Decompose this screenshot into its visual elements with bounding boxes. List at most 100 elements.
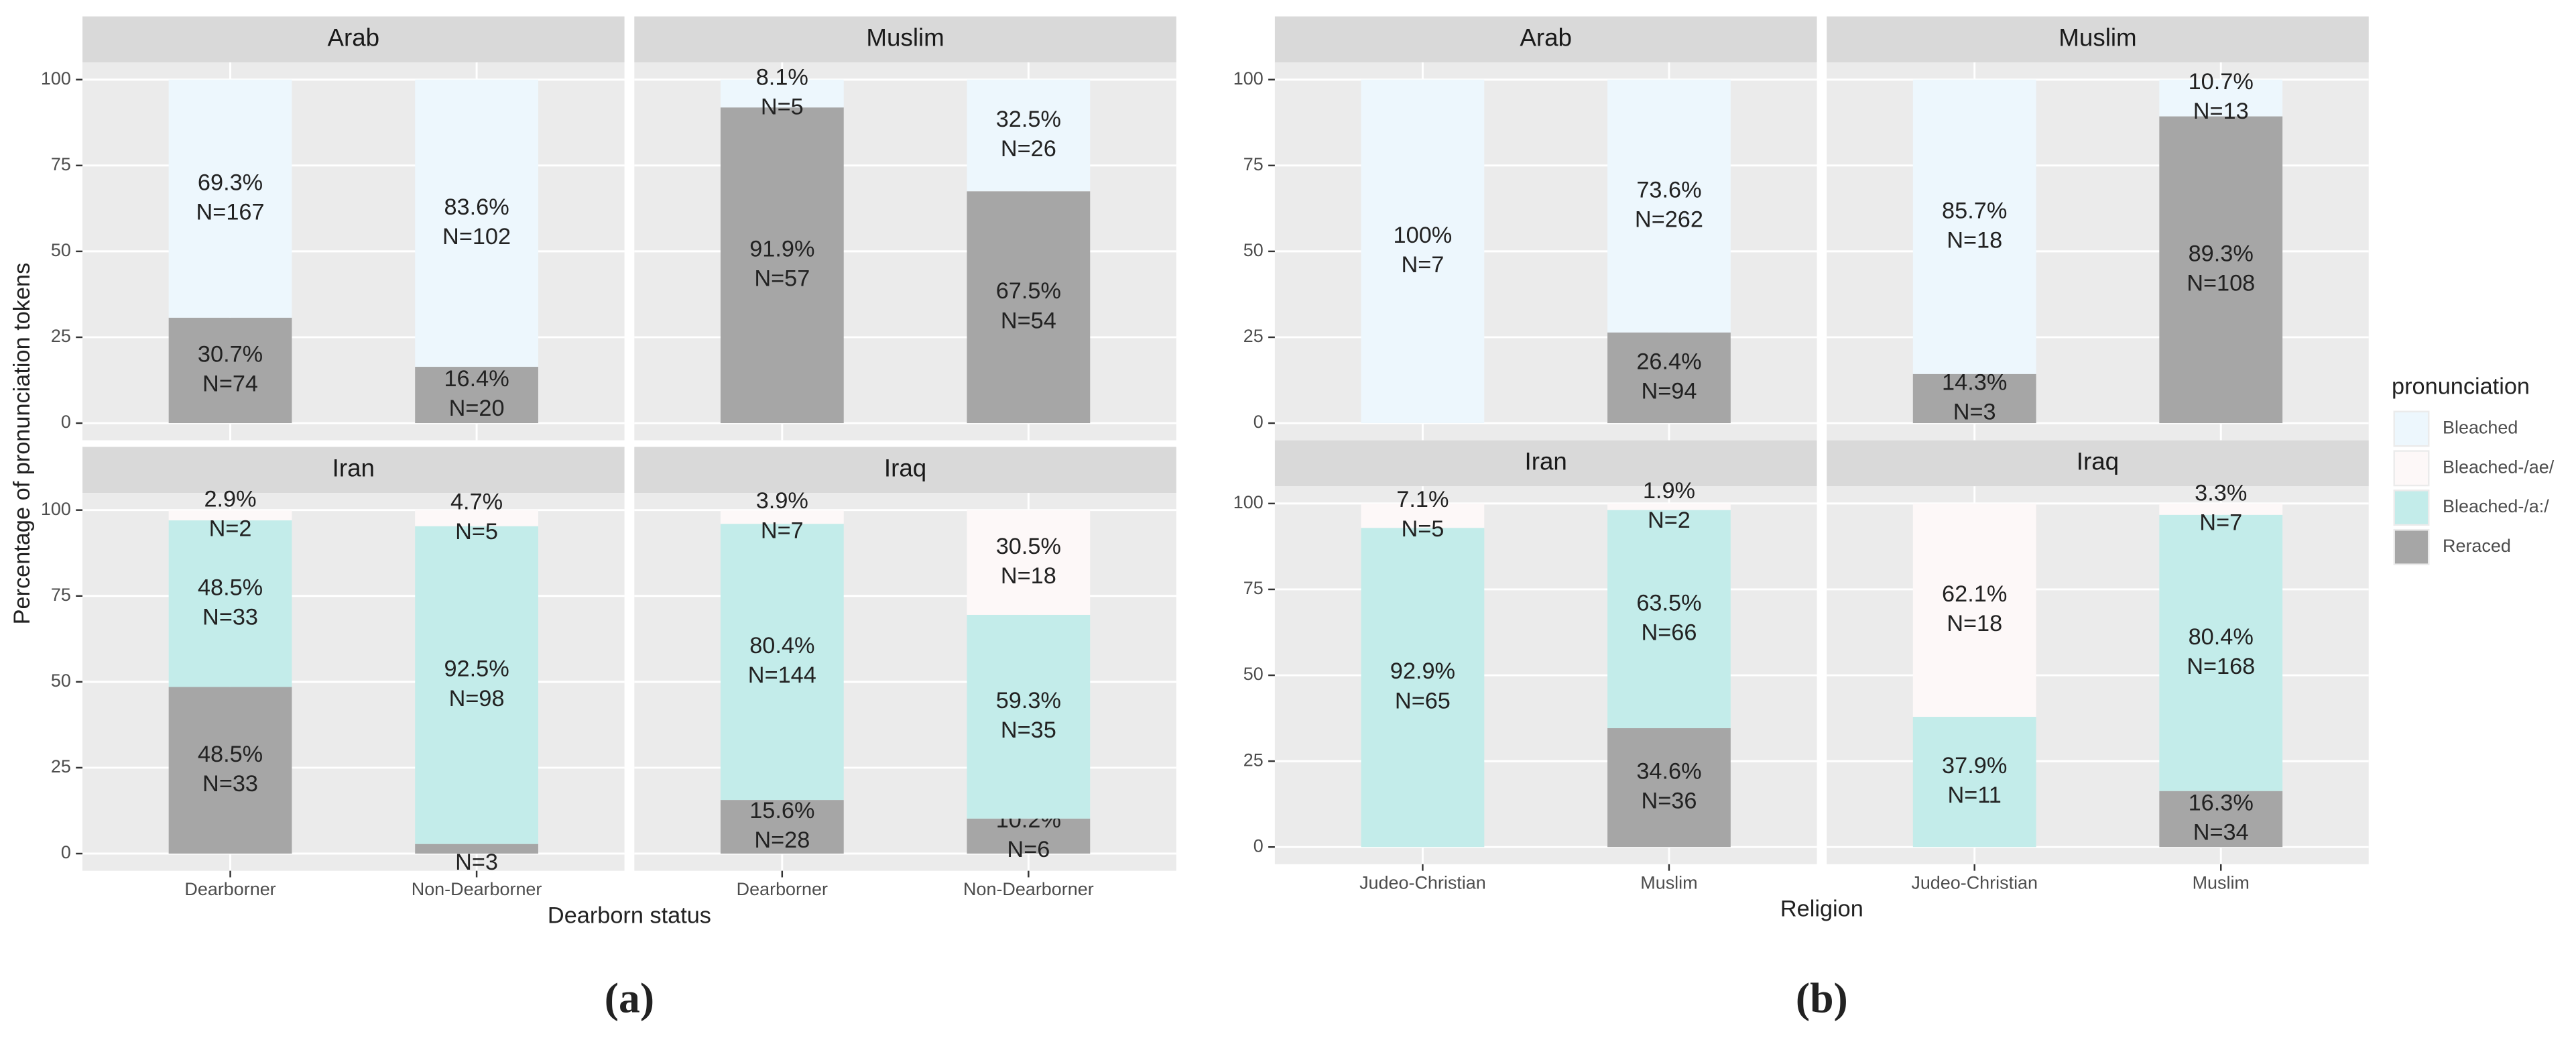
count-label: N=6	[1007, 837, 1050, 862]
value-label: 3.3%	[2195, 480, 2247, 506]
bar-segment	[415, 844, 538, 854]
bar-segment	[2159, 116, 2283, 424]
bar-segment	[2159, 79, 2283, 117]
bar-segment	[415, 79, 538, 367]
count-label: N=35	[1001, 717, 1056, 743]
bar-segment	[720, 800, 844, 854]
count-label: N=144	[748, 662, 816, 688]
value-label: 26.4%	[1636, 349, 1701, 374]
strip	[634, 16, 1176, 63]
bar-segment	[967, 191, 1091, 424]
y-tick-label: 50	[51, 240, 71, 260]
count-label: N=102	[442, 224, 511, 249]
bar-segment	[1361, 79, 1485, 424]
legend-swatch	[2394, 451, 2428, 485]
bar-segment	[1912, 503, 2036, 717]
bar-segment	[1607, 510, 1731, 728]
y-tick-label: 100	[41, 499, 71, 519]
count-label: N=11	[1947, 783, 2001, 808]
facet-title: Arab	[1520, 24, 1572, 52]
panel-label: (a)	[605, 974, 654, 1021]
value-label: 83.6%	[444, 194, 509, 220]
y-tick-label: 25	[1243, 326, 1264, 346]
y-tick-label: 50	[1243, 240, 1264, 260]
strip	[82, 447, 625, 494]
value-label: 59.3%	[996, 688, 1061, 713]
value-label: 16.4%	[444, 366, 509, 392]
value-label: 63.5%	[1636, 590, 1701, 616]
y-tick-label: 25	[1243, 750, 1264, 770]
value-label: 1.9%	[1643, 478, 1695, 504]
count-label: N=28	[754, 827, 810, 853]
count-label: N=18	[1001, 563, 1056, 589]
count-label: N=94	[1641, 379, 1697, 404]
count-label: N=66	[1641, 620, 1697, 645]
count-label: N=7	[761, 518, 804, 543]
value-label: 69.3%	[198, 170, 263, 195]
count-label: N=168	[2187, 654, 2255, 679]
value-label: 32.5%	[996, 107, 1061, 132]
value-label: 30.7%	[198, 341, 263, 367]
value-label: 80.4%	[2189, 624, 2254, 650]
y-tick-label: 100	[41, 68, 71, 89]
bar-segment	[2159, 514, 2283, 791]
strip	[1274, 440, 1817, 487]
x-tick-label: Dearborner	[737, 879, 828, 899]
count-label: N=3	[1953, 400, 1996, 425]
count-label: N=108	[2187, 270, 2255, 296]
value-label: 100%	[1394, 223, 1453, 248]
bar-segment	[168, 687, 292, 854]
bar-segment	[168, 510, 292, 521]
value-label: 4.7%	[450, 489, 503, 515]
value-label: 92.5%	[444, 656, 509, 682]
count-label: N=3	[455, 850, 498, 875]
y-tick-label: 0	[61, 412, 71, 432]
bar-segment	[720, 79, 844, 108]
count-label: N=33	[202, 771, 258, 797]
value-label: 37.9%	[1942, 753, 2007, 778]
bar-segment	[1912, 373, 2036, 424]
y-tick-label: 75	[51, 585, 71, 605]
bar-segment	[168, 317, 292, 424]
bar-segment	[967, 510, 1091, 615]
bar-segment	[967, 818, 1091, 854]
count-label: N=167	[196, 199, 265, 225]
x-axis-title: Dearborn status	[548, 903, 711, 928]
bar-segment	[168, 79, 292, 318]
strip	[1274, 16, 1817, 63]
value-label: 2.9%	[204, 487, 256, 512]
y-axis-title: Percentage of pronunciation tokens	[9, 263, 35, 625]
bar-segment	[1912, 79, 2036, 374]
count-label: N=262	[1635, 207, 1703, 232]
value-label: 10.7%	[2189, 69, 2254, 95]
x-axis-title: Religion	[1780, 896, 1863, 921]
facet-title: Muslim	[866, 24, 944, 52]
x-tick-label: Non-Dearborner	[963, 879, 1094, 899]
value-label: 67.5%	[996, 278, 1061, 304]
bar-segment	[1607, 79, 1731, 333]
x-tick-label: Muslim	[2193, 872, 2250, 892]
bar-segment	[1361, 503, 1485, 528]
bar-segment	[720, 510, 844, 524]
legend-title: pronunciation	[2392, 373, 2530, 399]
y-tick-label: 75	[51, 154, 71, 174]
value-label: 85.7%	[1942, 198, 2007, 223]
bar-segment	[415, 367, 538, 424]
legend-label: Reraced	[2443, 536, 2511, 556]
bar-segment	[2159, 503, 2283, 515]
bar-segment	[168, 520, 292, 687]
count-label: N=57	[754, 266, 810, 292]
count-label: N=74	[202, 371, 258, 397]
facet-title: Iraq	[2077, 448, 2119, 475]
y-tick-label: 100	[1233, 68, 1264, 89]
bar-segment	[1607, 332, 1731, 424]
strip	[1827, 16, 2369, 63]
bar-segment	[720, 107, 844, 424]
facet-title: Iran	[1525, 448, 1567, 475]
bar-segment	[720, 524, 844, 801]
strip	[634, 447, 1176, 494]
count-label: N=26	[1001, 136, 1056, 162]
count-label: N=5	[761, 95, 804, 120]
y-tick-label: 75	[1243, 578, 1264, 598]
